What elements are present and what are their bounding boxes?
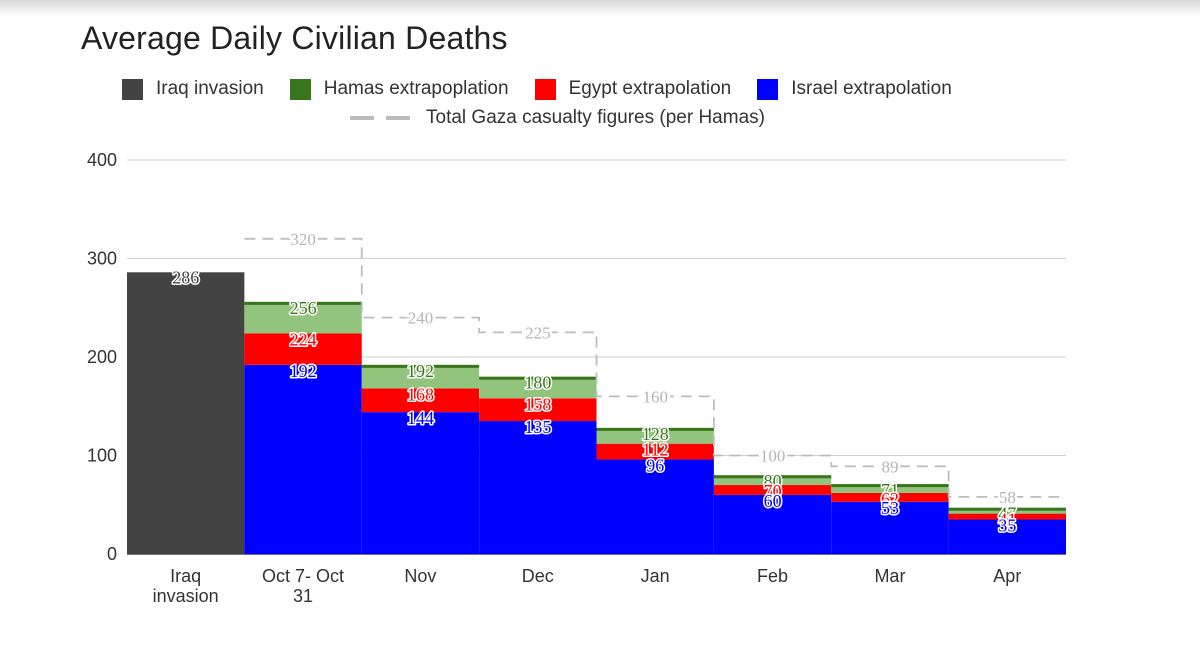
bar-egypt-4 xyxy=(596,443,714,460)
data-label-egypt-7: 41 xyxy=(998,510,1016,530)
legend-label-israel: Israel extrapolation xyxy=(791,78,952,99)
bar-egypt-7 xyxy=(948,513,1066,520)
y-tick-0: 0 xyxy=(107,544,117,564)
data-label-hamas-5: 80 xyxy=(764,471,782,491)
data-label-total-7: 58 xyxy=(999,488,1016,507)
bar-israel-7 xyxy=(948,519,1066,554)
x-tick-1-0: Oct 7- Oct xyxy=(262,566,344,586)
legend: Iraq invasion Hamas extrapoplation Egypt… xyxy=(122,78,978,100)
data-label-egypt-3: 158 xyxy=(524,394,551,414)
y-tick-400: 400 xyxy=(87,150,117,170)
bar-egypt-3 xyxy=(479,398,597,422)
data-label-israel-1: 192 xyxy=(290,361,317,381)
bar-hamas-6 xyxy=(831,484,949,493)
legend-swatch-iraq xyxy=(122,78,143,100)
legend-item-total: Total Gaza casualty figures (per Hamas) xyxy=(350,107,765,129)
data-label-israel-4: 96 xyxy=(646,455,664,475)
legend-item-iraq: Iraq invasion xyxy=(122,78,264,100)
data-label-egypt-6: 62 xyxy=(881,489,899,509)
chart-title: Average Daily Civilian Deaths xyxy=(81,20,508,56)
data-label-egypt-4: 112 xyxy=(642,440,668,460)
line-total-gaza xyxy=(244,237,1066,498)
data-label-israel-5: 60 xyxy=(764,491,782,511)
bar-hamas-4 xyxy=(596,427,714,444)
data-label-israel-3: 135 xyxy=(524,417,551,437)
data-label-iraq: 286 xyxy=(172,267,199,287)
bar-hamas-2 xyxy=(361,364,480,389)
x-tick-2-0: Nov xyxy=(404,566,436,586)
y-tick-300: 300 xyxy=(87,249,117,269)
x-tick-3-0: Dec xyxy=(522,566,554,586)
x-tick-0-0: Iraq xyxy=(170,566,201,586)
bar-hamas-3 xyxy=(479,376,597,399)
x-tick-0-1: invasion xyxy=(153,586,219,606)
legend-item-hamas: Hamas extrapoplation xyxy=(289,78,509,100)
legend-label-egypt: Egypt extrapolation xyxy=(568,78,732,99)
bar-egypt-5 xyxy=(713,485,832,495)
bar-israel-6 xyxy=(831,501,949,554)
x-tick-6-0: Mar xyxy=(874,566,905,586)
data-label-hamas-2: 192 xyxy=(407,361,434,381)
bar-egypt-6 xyxy=(831,492,949,502)
x-tick-7-0: Apr xyxy=(993,566,1021,586)
legend-dash-total xyxy=(350,116,410,120)
x-tick-1-1: 31 xyxy=(293,586,313,606)
data-label-israel-6: 53 xyxy=(881,498,899,518)
data-label-total-3: 225 xyxy=(525,323,551,342)
bar-israel-5 xyxy=(713,494,832,554)
bar-iraq xyxy=(127,272,245,554)
data-label-egypt-2: 168 xyxy=(407,385,434,405)
data-label-egypt-5: 70 xyxy=(764,481,782,501)
data-label-egypt-1: 224 xyxy=(290,329,317,349)
data-label-total-4: 160 xyxy=(642,387,668,406)
legend-label-iraq: Iraq invasion xyxy=(156,78,264,99)
data-label-hamas-7: 47 xyxy=(998,504,1016,524)
legend-swatch-israel xyxy=(757,78,779,100)
bar-egypt-2 xyxy=(361,388,480,413)
bar-egypt-1 xyxy=(244,333,362,365)
data-label-hamas-6: 71 xyxy=(881,480,899,500)
y-tick-200: 200 xyxy=(87,347,117,367)
data-label-total-6: 89 xyxy=(881,457,898,476)
top-shadow xyxy=(0,0,1200,16)
data-label-total-1: 320 xyxy=(290,230,316,249)
legend-item-egypt: Egypt extrapolation xyxy=(534,78,732,100)
bar-hamas-1 xyxy=(244,301,362,334)
data-label-hamas-3: 180 xyxy=(524,373,551,393)
legend-label-hamas: Hamas extrapoplation xyxy=(323,78,509,99)
bar-israel-1 xyxy=(244,364,362,554)
y-tick-100: 100 xyxy=(87,446,117,466)
bar-israel-2 xyxy=(361,412,480,554)
x-tick-4-0: Jan xyxy=(641,566,670,586)
data-label-israel-2: 144 xyxy=(407,408,434,428)
legend-label-total: Total Gaza casualty figures (per Hamas) xyxy=(426,107,765,128)
legend-swatch-egypt xyxy=(534,78,556,100)
bar-israel-4 xyxy=(596,459,714,554)
legend-swatch-hamas xyxy=(289,78,311,100)
bar-hamas-5 xyxy=(713,475,832,486)
data-label-hamas-1: 256 xyxy=(290,298,317,318)
legend-item-israel: Israel extrapolation xyxy=(757,78,952,100)
bar-israel-3 xyxy=(479,421,597,554)
data-label-hamas-4: 128 xyxy=(642,424,669,444)
data-label-israel-7: 35 xyxy=(998,516,1016,536)
data-label-total-2: 240 xyxy=(408,309,434,328)
x-tick-5-0: Feb xyxy=(757,566,788,586)
data-label-total-5: 100 xyxy=(760,447,786,466)
